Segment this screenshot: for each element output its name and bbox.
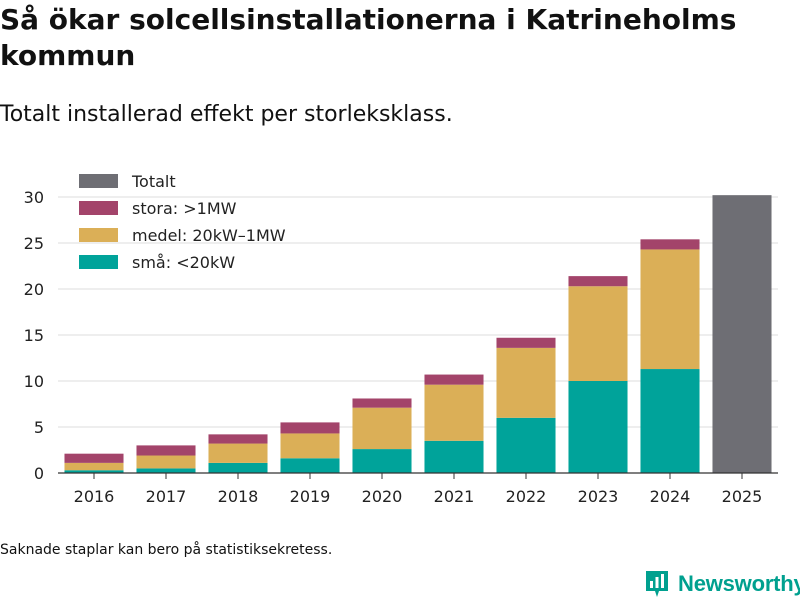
bar-layer: [64, 195, 772, 473]
x-tick-label: 2016: [74, 487, 115, 506]
x-tick-label: 2024: [650, 487, 691, 506]
bar-segment-stora-2017[interactable]: [136, 445, 196, 456]
y-tick-label: 20: [24, 280, 44, 299]
bar-segment-medel-2022[interactable]: [496, 347, 556, 418]
x-tick-label: 2017: [146, 487, 187, 506]
bar-segment-medel-2020[interactable]: [352, 407, 412, 450]
x-tick-label: 2019: [290, 487, 331, 506]
bar-segment-medel-2017[interactable]: [136, 455, 196, 469]
x-tick-label: 2025: [722, 487, 763, 506]
legend-swatch-stora: [79, 201, 118, 215]
footnote: Saknade staplar kan bero på statistiksek…: [0, 542, 333, 558]
legend-label-sma: små: <20kW: [132, 253, 235, 272]
legend-swatch-medel: [79, 228, 118, 242]
x-tick-label: 2022: [506, 487, 547, 506]
legend: Totalt stora: >1MW medel: 20kW–1MW små: <20…: [79, 172, 286, 272]
y-tick-label: 5: [34, 418, 44, 437]
bar-segment-stora-2016[interactable]: [64, 453, 124, 463]
bar-segment-sma-2016[interactable]: [64, 470, 124, 473]
bar-segment-stora-2020[interactable]: [352, 398, 412, 408]
bar-segment-sma-2021[interactable]: [424, 440, 484, 473]
y-tick-label: 10: [24, 372, 44, 391]
bar-segment-medel-2019[interactable]: [280, 433, 340, 459]
bar-segment-stora-2022[interactable]: [496, 337, 556, 348]
bar-segment-Totalt-2025[interactable]: [712, 195, 772, 473]
legend-label-stora: stora: >1MW: [132, 199, 237, 218]
bar-segment-stora-2024[interactable]: [640, 239, 700, 250]
bar-segment-sma-2019[interactable]: [280, 458, 340, 473]
legend-label-medel: medel: 20kW–1MW: [132, 226, 286, 245]
newsworthy-logo-icon: [646, 571, 668, 597]
legend-swatch-Totalt: [79, 174, 118, 188]
bar-segment-medel-2018[interactable]: [208, 443, 268, 463]
legend-swatch-sma: [79, 255, 118, 269]
bar-segment-sma-2022[interactable]: [496, 417, 556, 473]
bar-segment-stora-2019[interactable]: [280, 422, 340, 434]
bar-segment-medel-2023[interactable]: [568, 286, 628, 381]
bar-segment-sma-2017[interactable]: [136, 468, 196, 473]
y-tick-label: 15: [24, 326, 44, 345]
bar-segment-stora-2023[interactable]: [568, 276, 628, 287]
chart-subtitle: Totalt installerad effekt per storlekskl…: [0, 102, 453, 127]
bar-segment-sma-2024[interactable]: [640, 369, 700, 473]
x-tick-label: 2021: [434, 487, 475, 506]
bar-segment-sma-2020[interactable]: [352, 449, 412, 473]
bar-segment-medel-2021[interactable]: [424, 384, 484, 441]
newsworthy-brand[interactable]: Newsworthy: [644, 568, 800, 600]
x-tick-label: 2020: [362, 487, 403, 506]
y-tick-label: 30: [24, 188, 44, 207]
bar-segment-sma-2018[interactable]: [208, 462, 268, 473]
bar-segment-medel-2024[interactable]: [640, 249, 700, 370]
brand-name: Newsworthy: [678, 571, 800, 596]
bar-segment-stora-2021[interactable]: [424, 374, 484, 385]
legend-label-Totalt: Totalt: [131, 172, 176, 191]
chart-title: Så ökar solcellsinstallationerna i Katri…: [0, 3, 737, 72]
bar-segment-medel-2016[interactable]: [64, 462, 124, 471]
y-tick-label: 0: [34, 464, 44, 483]
x-tick-label: 2018: [218, 487, 259, 506]
bar-segment-stora-2018[interactable]: [208, 434, 268, 444]
x-tick-label: 2023: [578, 487, 619, 506]
y-tick-label: 25: [24, 234, 44, 253]
bar-segment-sma-2023[interactable]: [568, 381, 628, 473]
